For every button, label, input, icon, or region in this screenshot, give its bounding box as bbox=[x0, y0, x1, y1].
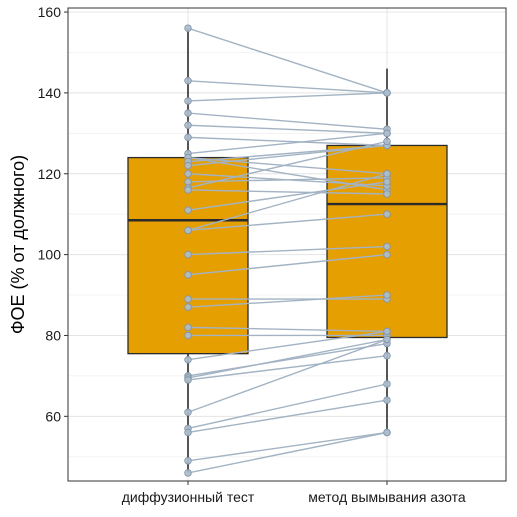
y-axis-title: ФОЕ (% от должного) bbox=[8, 155, 28, 334]
data-point-diffusion bbox=[184, 355, 192, 364]
data-point-diffusion bbox=[184, 408, 192, 417]
pair-line bbox=[187, 181, 388, 211]
y-tick-label: 60 bbox=[45, 408, 61, 424]
data-point-nitrogen bbox=[383, 129, 391, 138]
pair-line bbox=[187, 338, 388, 379]
pair-line bbox=[187, 383, 388, 430]
data-point-nitrogen bbox=[383, 335, 391, 344]
x-axis: диффузионный тест метод вымывания азота bbox=[122, 481, 466, 505]
data-point-nitrogen bbox=[383, 178, 391, 186]
data-point-diffusion bbox=[184, 469, 192, 477]
pair-line bbox=[187, 294, 388, 308]
pair-line bbox=[187, 431, 388, 474]
data-point-nitrogen bbox=[383, 291, 391, 299]
data-point-nitrogen bbox=[383, 351, 391, 360]
data-point-diffusion bbox=[184, 295, 192, 303]
data-points bbox=[184, 24, 391, 477]
data-point-nitrogen bbox=[383, 170, 391, 178]
pair-line bbox=[187, 156, 388, 175]
pair-line bbox=[187, 140, 388, 189]
data-point-diffusion bbox=[184, 121, 192, 129]
pair-line bbox=[187, 173, 388, 232]
y-tick-label: 160 bbox=[38, 4, 62, 20]
y-axis: 60 80 100 120 140 160 bbox=[38, 4, 68, 424]
data-point-diffusion bbox=[184, 186, 192, 194]
data-point-diffusion bbox=[184, 303, 192, 311]
pair-line bbox=[187, 354, 388, 381]
pair-line bbox=[187, 92, 388, 102]
y-tick-label: 120 bbox=[38, 166, 62, 182]
data-point-diffusion bbox=[184, 271, 192, 279]
data-point-diffusion bbox=[184, 323, 192, 332]
y-tick-label: 100 bbox=[38, 247, 62, 263]
pair-line bbox=[187, 213, 388, 232]
data-point-diffusion bbox=[184, 170, 192, 178]
data-point-diffusion bbox=[184, 250, 192, 259]
data-point-diffusion bbox=[184, 331, 192, 340]
data-point-diffusion bbox=[184, 133, 192, 142]
data-point-diffusion bbox=[184, 206, 192, 214]
paired-lines bbox=[187, 27, 388, 474]
pair-line bbox=[187, 189, 388, 195]
data-point-diffusion bbox=[184, 109, 192, 117]
data-point-nitrogen bbox=[383, 327, 391, 336]
pair-line bbox=[187, 431, 388, 462]
data-point-diffusion bbox=[184, 77, 192, 85]
pair-line bbox=[187, 245, 388, 256]
data-point-diffusion bbox=[184, 457, 192, 465]
data-point-nitrogen bbox=[383, 380, 391, 388]
data-point-nitrogen bbox=[383, 89, 391, 97]
pair-line bbox=[187, 338, 388, 413]
x-tick-label: метод вымывания азота bbox=[308, 489, 466, 505]
data-point-nitrogen bbox=[383, 190, 391, 198]
data-point-diffusion bbox=[184, 376, 192, 384]
plot-border bbox=[67, 7, 507, 482]
data-point-diffusion bbox=[184, 178, 192, 186]
pair-line bbox=[187, 399, 388, 434]
data-point-diffusion bbox=[184, 226, 192, 235]
data-point-diffusion bbox=[184, 24, 192, 32]
pair-line bbox=[187, 112, 388, 130]
pair-line bbox=[187, 326, 388, 333]
pair-line bbox=[187, 177, 388, 183]
y-tick-label: 140 bbox=[38, 85, 62, 101]
pair-line bbox=[187, 80, 388, 94]
pair-line bbox=[187, 136, 388, 147]
y-tick-label: 80 bbox=[45, 327, 61, 343]
data-point-nitrogen bbox=[383, 250, 391, 259]
data-point-diffusion bbox=[184, 161, 192, 170]
data-point-nitrogen bbox=[383, 428, 391, 437]
data-point-diffusion bbox=[184, 428, 192, 437]
pair-line bbox=[187, 342, 388, 377]
pair-line bbox=[187, 27, 388, 94]
x-tick-label: диффузионный тест bbox=[122, 489, 255, 505]
data-point-nitrogen bbox=[383, 137, 391, 146]
data-point-nitrogen bbox=[383, 210, 391, 218]
pair-line bbox=[187, 253, 388, 276]
data-point-diffusion bbox=[184, 97, 192, 105]
pair-line bbox=[187, 330, 388, 361]
data-point-nitrogen bbox=[383, 242, 391, 251]
pair-line bbox=[187, 124, 388, 135]
data-point-nitrogen bbox=[383, 396, 391, 404]
pair-line bbox=[187, 132, 388, 155]
